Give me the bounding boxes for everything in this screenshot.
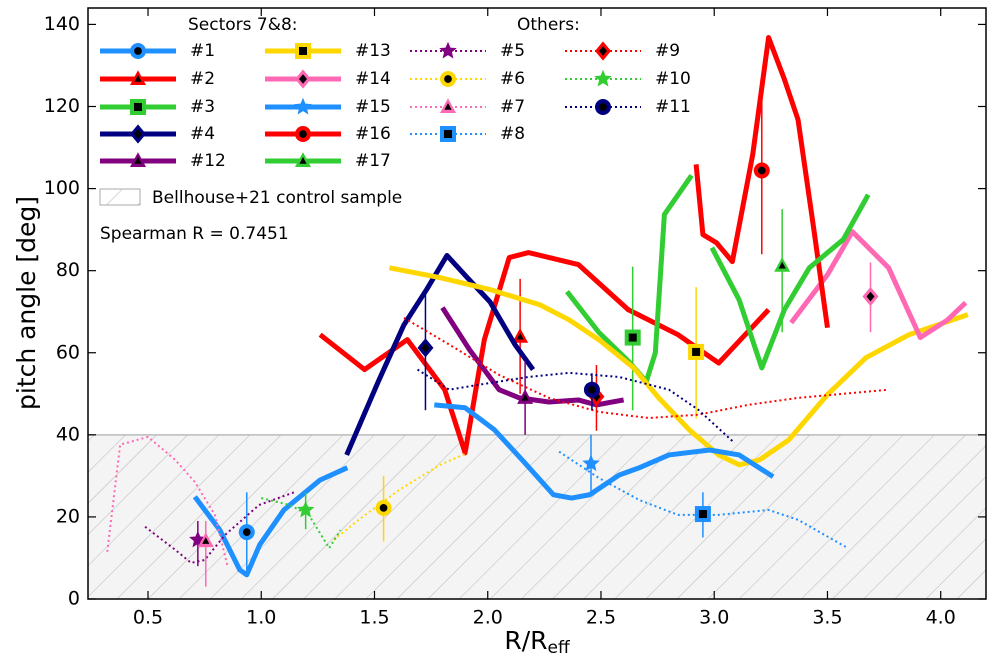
series-line bbox=[344, 252, 536, 456]
y-tick-label: 20 bbox=[56, 505, 80, 527]
legend-title: Others: bbox=[517, 15, 580, 35]
data-point bbox=[866, 291, 875, 302]
plot-area bbox=[88, 35, 986, 599]
legend-marker bbox=[299, 130, 307, 138]
series-line bbox=[333, 451, 468, 541]
legend-label: #8 bbox=[500, 124, 525, 144]
x-tick-label: 2.5 bbox=[586, 607, 616, 629]
y-tick-label: 40 bbox=[56, 423, 80, 445]
data-point bbox=[296, 500, 315, 518]
series-line bbox=[403, 317, 889, 420]
legend-marker bbox=[299, 47, 307, 55]
data-point bbox=[516, 332, 524, 340]
legend-label: #2 bbox=[190, 69, 215, 89]
series-line bbox=[318, 250, 771, 456]
series-line bbox=[106, 435, 229, 566]
series-line bbox=[565, 174, 694, 384]
x-axis-label-sub: eff bbox=[548, 638, 571, 658]
control-band-hatch bbox=[88, 434, 986, 599]
legend-marker bbox=[299, 74, 307, 84]
legend-marker bbox=[444, 75, 452, 83]
series-line bbox=[192, 465, 349, 578]
x-tick-label: 3.0 bbox=[699, 607, 729, 629]
legend-marker bbox=[444, 130, 452, 138]
legend-label: #13 bbox=[355, 41, 391, 61]
data-point bbox=[582, 454, 600, 472]
legend-band-label: Bellhouse+21 control sample bbox=[152, 188, 402, 208]
x-tick-label: 1.0 bbox=[246, 607, 276, 629]
legend-label: #10 bbox=[655, 69, 691, 89]
data-point bbox=[692, 347, 701, 356]
plot-frame bbox=[87, 7, 987, 600]
legend-marker bbox=[439, 41, 457, 59]
y-tick-label: 140 bbox=[44, 13, 80, 35]
y-axis-label: pitch angle [deg] bbox=[12, 196, 41, 410]
data-point bbox=[202, 537, 210, 544]
series-line bbox=[434, 402, 775, 501]
data-point bbox=[698, 510, 707, 519]
legend-label: #14 bbox=[355, 69, 391, 89]
data-point bbox=[379, 504, 388, 512]
legend-label: #16 bbox=[355, 124, 391, 144]
legend-marker bbox=[444, 103, 452, 110]
legend-label: #17 bbox=[355, 151, 391, 171]
legend-label: #5 bbox=[500, 41, 525, 61]
y-tick-label: 0 bbox=[68, 588, 80, 610]
data-point bbox=[757, 166, 766, 175]
x-tick-label: 0.5 bbox=[133, 607, 163, 629]
legend-label: #4 bbox=[190, 124, 215, 144]
legend-marker bbox=[299, 157, 307, 164]
legend-label: #12 bbox=[190, 151, 226, 171]
legend-label: #11 bbox=[655, 97, 691, 117]
legend-marker bbox=[594, 69, 612, 87]
legend-marker bbox=[134, 75, 142, 82]
series-line bbox=[440, 306, 625, 408]
data-point bbox=[421, 343, 430, 353]
data-point bbox=[242, 528, 251, 536]
legend-band-patch bbox=[99, 188, 141, 206]
data-point bbox=[521, 393, 529, 401]
y-tick-label: 60 bbox=[56, 341, 80, 363]
legend-label: #15 bbox=[355, 97, 391, 117]
data-point bbox=[628, 333, 637, 342]
legend-label: #9 bbox=[655, 41, 680, 61]
data-point bbox=[588, 385, 596, 394]
legend-marker bbox=[134, 157, 142, 164]
legend-marker bbox=[134, 129, 142, 139]
legend-marker bbox=[294, 97, 312, 115]
series-line bbox=[709, 193, 871, 371]
legend-label: #6 bbox=[500, 69, 525, 89]
x-tick-label: 3.5 bbox=[812, 607, 842, 629]
legend-title: Sectors 7&8: bbox=[188, 15, 298, 35]
y-tick-label: 120 bbox=[44, 95, 80, 117]
legend-label: #1 bbox=[190, 41, 215, 61]
legend-label: #3 bbox=[190, 97, 215, 117]
x-tick-label: 2.0 bbox=[473, 607, 503, 629]
legend-marker bbox=[134, 103, 142, 111]
y-tick-label: 80 bbox=[56, 259, 80, 281]
series-line bbox=[388, 265, 969, 468]
x-axis-label-main: R/R bbox=[504, 626, 547, 655]
legend-marker bbox=[599, 103, 607, 111]
x-axis-label: R/Reff bbox=[504, 626, 571, 658]
x-tick-label: 4.0 bbox=[926, 607, 956, 629]
series-line bbox=[693, 35, 830, 329]
legend-marker bbox=[134, 47, 142, 55]
series-line bbox=[789, 229, 968, 341]
data-point bbox=[778, 261, 786, 269]
legend-marker bbox=[599, 46, 607, 56]
annotation: Spearman R = 0.7451 bbox=[100, 224, 289, 244]
x-tick-label: 1.5 bbox=[359, 607, 389, 629]
legend-label: #7 bbox=[500, 97, 525, 117]
y-tick-label: 100 bbox=[44, 177, 80, 199]
